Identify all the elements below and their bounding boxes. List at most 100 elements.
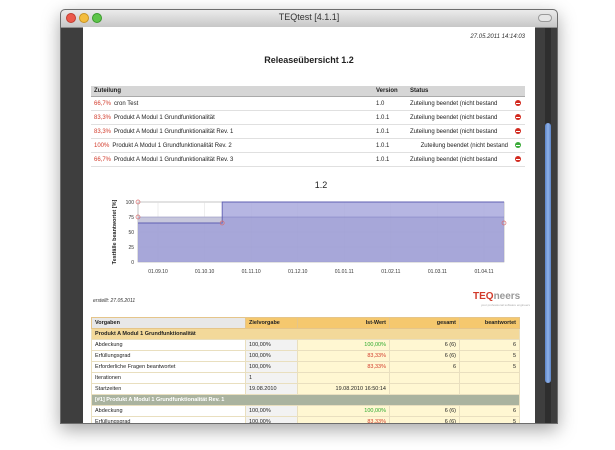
metrics-answered: 5 xyxy=(459,416,520,423)
metrics-label: Abdeckung xyxy=(91,339,246,351)
allocation-version: 1.0.1 xyxy=(373,152,407,167)
allocation-name[interactable]: Produkt A Modul 1 Grundfunktionalität Re… xyxy=(114,156,234,163)
x-tick-label: 01.03.11 xyxy=(428,269,447,275)
metrics-section-row: [#1] Produkt A Modul 1 Grundfunktionalit… xyxy=(91,394,520,406)
allocation-row[interactable]: 66,7% Produkt A Modul 1 Grundfunktionalit… xyxy=(91,152,525,167)
metrics-section-row: Produkt A Modul 1 Grundfunktionalität xyxy=(91,328,520,340)
title-bar[interactable]: TEQtest [4.1.1] xyxy=(61,10,557,28)
metrics-target: 100,00% xyxy=(245,350,298,362)
metrics-label: Iterationen xyxy=(91,372,246,384)
allocation-status: Zuteilung beendet (nicht bestand xyxy=(407,124,511,139)
metrics-answered: 6 xyxy=(459,339,520,351)
zoom-icon[interactable] xyxy=(92,13,102,23)
chart-title: 1.2 xyxy=(315,180,328,190)
page-title: Releaseübersicht 1.2 xyxy=(264,55,354,65)
report-page: 27.05.2011 14:14:03 Releaseübersicht 1.2… xyxy=(83,27,535,423)
allocation-status: Zuteilung beendet (nicht bestand xyxy=(407,152,511,167)
metrics-answered: 6 xyxy=(459,405,520,417)
allocation-table: Zuteilung Version Status 66,7% cron Test 1… xyxy=(91,86,525,167)
metrics-actual: 100,00% xyxy=(297,339,390,351)
allocation-name[interactable]: Produkt A Modul 1 Grundfunktionalität Re… xyxy=(114,128,234,135)
allocation-row[interactable]: 83,3% Produkt A Modul 1 Grundfunktionalit… xyxy=(91,110,525,125)
failed-status-icon xyxy=(515,114,521,121)
metrics-header-row: Vorgaben Zielvorgabe Ist-Wert gesamt bea… xyxy=(91,317,520,329)
metrics-total: 6 xyxy=(389,361,460,373)
milestone-marker xyxy=(501,220,507,226)
lower-band xyxy=(138,217,504,262)
allocation-version: 1.0.1 xyxy=(373,110,407,125)
metrics-actual: 83,33% xyxy=(297,416,390,423)
x-tick-label: 01.02.11 xyxy=(381,269,400,275)
allocation-row[interactable]: 83,3% Produkt A Modul 1 Grundfunktionalit… xyxy=(91,124,525,139)
metrics-row: Abdeckung 100,00% 100,00% 6 (6) 6 xyxy=(91,405,520,417)
y-tick-label: 25 xyxy=(128,245,134,251)
metrics-total: 6 (6) xyxy=(389,339,460,351)
allocation-name-cell: 83,3% Produkt A Modul 1 Grundfunktionalit… xyxy=(91,110,373,125)
metrics-section-title: [#1] Produkt A Modul 1 Grundfunktionalit… xyxy=(91,394,520,406)
logo-suffix: neers xyxy=(493,291,521,302)
created-date: erstellt: 27.05.2011 xyxy=(93,298,136,304)
failed-status-icon xyxy=(515,128,521,135)
metrics-target: 100,00% xyxy=(245,405,298,417)
metrics-total: 6 (6) xyxy=(389,416,460,423)
allocation-name-cell: 100% Produkt A Modul 1 Grundfunktionalitä… xyxy=(91,138,373,153)
y-tick-label: 100 xyxy=(126,200,135,206)
metrics-label: Erforderliche Fragen beantwortet xyxy=(91,361,246,373)
metrics-target: 100,00% xyxy=(245,339,298,351)
column-header-istwert: Ist-Wert xyxy=(297,317,390,329)
allocation-status: Zuteilung beendet (nicht bestand xyxy=(407,138,511,153)
metrics-label: Erfüllungsgrad xyxy=(91,350,246,362)
allocation-version: 1.0.1 xyxy=(373,138,407,153)
y-tick-label: 50 xyxy=(128,230,134,236)
toolbar-toggle-button[interactable] xyxy=(538,14,552,22)
metrics-actual: 19.08.2010 16:50:14 xyxy=(297,383,390,395)
milestone-marker xyxy=(135,199,141,205)
metrics-target: 1 xyxy=(245,372,298,384)
release-chart: 1.2 0 25 50 75 100 01.09.10 01.10.10 01.11.10 01.… xyxy=(83,177,535,297)
metrics-target: 19.08.2010 xyxy=(245,383,298,395)
allocation-name[interactable]: Produkt A Modul 1 Grundfunktionalität Re… xyxy=(112,142,232,149)
allocation-version: 1.0.1 xyxy=(373,124,407,139)
minimize-icon[interactable] xyxy=(79,13,89,23)
passed-status-icon xyxy=(515,142,521,149)
x-tick-label: 01.04.11 xyxy=(474,269,493,275)
status-icon-cell xyxy=(511,124,525,139)
metrics-actual: 83,33% xyxy=(297,350,390,362)
allocation-percent: 83,3% xyxy=(94,128,112,135)
company-logo: TEQneers xyxy=(473,291,520,302)
vertical-scrollbar[interactable] xyxy=(545,28,551,423)
metrics-table: Vorgaben Zielvorgabe Ist-Wert gesamt bea… xyxy=(91,317,520,423)
metrics-answered xyxy=(459,372,520,384)
metrics-label: Abdeckung xyxy=(91,405,246,417)
x-tick-label: 01.12.10 xyxy=(288,269,308,275)
allocation-name-cell: 66,7% Produkt A Modul 1 Grundfunktionalit… xyxy=(91,152,373,167)
report-timestamp: 27.05.2011 14:14:03 xyxy=(470,34,525,40)
allocation-row[interactable]: 66,7% cron Test 1.0 Zuteilung beendet (nich… xyxy=(91,96,525,111)
x-tick-label: 01.10.10 xyxy=(195,269,215,275)
allocation-percent: 100% xyxy=(94,142,110,149)
column-header-vorgaben: Vorgaben xyxy=(91,317,246,329)
metrics-target: 100,00% xyxy=(245,361,298,373)
status-icon-cell xyxy=(511,138,525,153)
milestone-marker xyxy=(135,214,141,220)
metrics-row: Abdeckung 100,00% 100,00% 6 (6) 6 xyxy=(91,339,520,351)
metrics-row: Erfüllungsgrad 100,00% 83,33% 6 (6) 5 xyxy=(91,350,520,362)
metrics-answered: 5 xyxy=(459,350,520,362)
allocation-status: Zuteilung beendet (nicht bestand xyxy=(407,110,511,125)
metrics-label: Erfüllungsgrad xyxy=(91,416,246,423)
close-icon[interactable] xyxy=(66,13,76,23)
metrics-row: Iterationen 1 xyxy=(91,372,520,384)
scrollbar-thumb[interactable] xyxy=(545,123,551,383)
metrics-label: Startzeiten xyxy=(91,383,246,395)
allocation-name[interactable]: Produkt A Modul 1 Grundfunktionalität xyxy=(114,114,215,121)
logo-prefix: TEQ xyxy=(473,291,494,302)
release-chart-svg: 1.2 0 25 50 75 100 01.09.10 01.10.10 01.11.10 01.… xyxy=(112,180,507,275)
app-window: TEQtest [4.1.1] 27.05.2011 14:14:03 Rele… xyxy=(60,9,558,424)
metrics-total xyxy=(389,383,460,395)
allocation-name[interactable]: cron Test xyxy=(114,100,139,107)
column-header-beantwortet: beantwortet xyxy=(459,317,520,329)
metrics-total: 6 (6) xyxy=(389,405,460,417)
metrics-answered xyxy=(459,383,520,395)
y-tick-label: 75 xyxy=(128,215,134,221)
allocation-row[interactable]: 100% Produkt A Modul 1 Grundfunktionalitä… xyxy=(91,138,525,153)
